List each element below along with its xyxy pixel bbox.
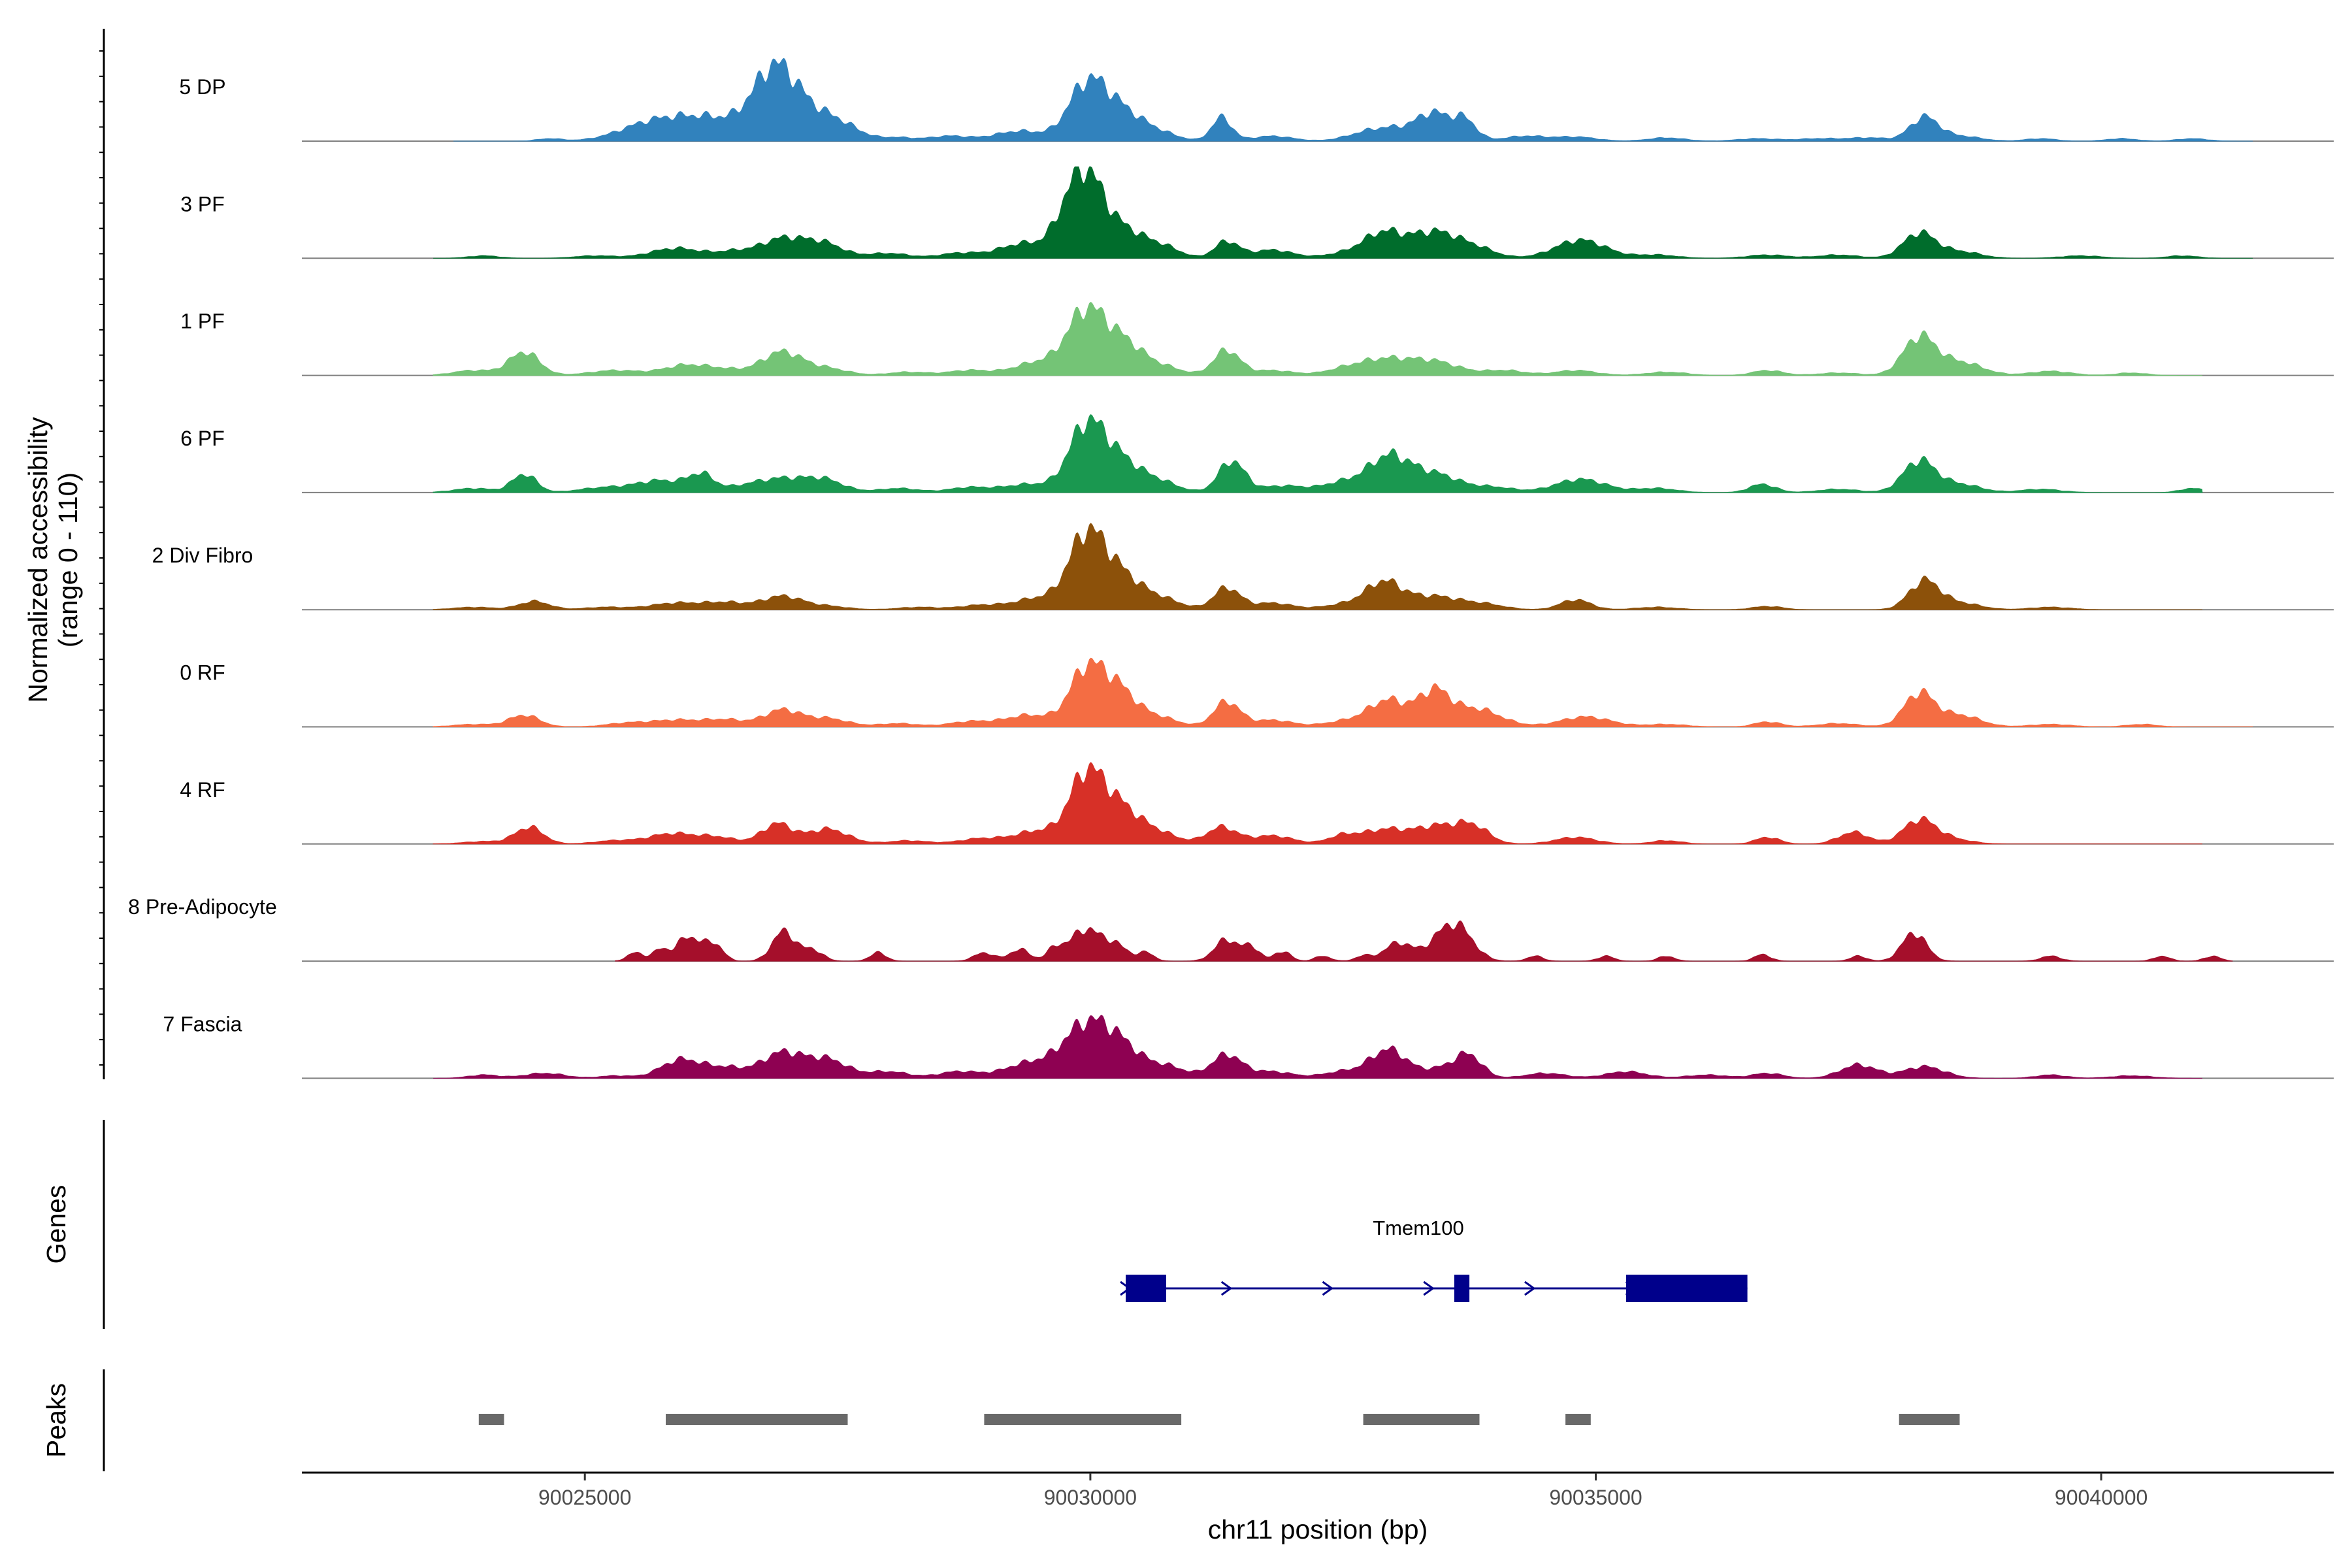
peak-region	[666, 1414, 848, 1425]
strand-arrow-icon	[1322, 1281, 1334, 1296]
track-label: 1 PF	[180, 310, 225, 333]
track-6-pf: 6 PF	[180, 414, 2334, 493]
track-8-pre-adipocyte: 8 Pre-Adipocyte	[128, 895, 2334, 962]
track-area	[433, 657, 2253, 727]
gene-track	[1120, 1275, 1748, 1302]
strand-arrow-icon	[1423, 1281, 1435, 1296]
gene-exon	[1454, 1275, 1470, 1302]
track-area	[453, 57, 2253, 142]
x-tick-label: 90030000	[1044, 1486, 1137, 1509]
x-tick-label: 90025000	[538, 1486, 631, 1509]
x-tick-label: 90040000	[2055, 1486, 2148, 1509]
tracks-y-ticks	[99, 50, 104, 1066]
track-label: 2 Div Fibro	[152, 544, 253, 567]
track-label: 4 RF	[180, 778, 225, 802]
track-area	[433, 414, 2203, 493]
peak-regions	[478, 1414, 1960, 1425]
track-label: 5 DP	[179, 75, 225, 99]
gene-exon	[1126, 1275, 1166, 1302]
x-tick-label: 90035000	[1549, 1486, 1642, 1509]
track-2-div-fibro: 2 Div Fibro	[152, 523, 2334, 611]
peak-region	[1565, 1414, 1591, 1425]
track-0-rf: 0 RF	[180, 657, 2334, 728]
track-area	[433, 1015, 2202, 1079]
track-area	[433, 762, 2202, 845]
track-7-fascia: 7 Fascia	[163, 1012, 2334, 1079]
peak-region	[478, 1414, 504, 1425]
peak-region	[1363, 1414, 1480, 1425]
track-area	[433, 166, 2253, 259]
peaks-panel-label: Peaks	[41, 1383, 71, 1458]
track-area	[433, 523, 2202, 610]
track-label: 0 RF	[180, 661, 225, 685]
track-label: 3 PF	[180, 192, 225, 216]
track-area	[615, 920, 2233, 962]
track-5-dp: 5 DP	[179, 57, 2334, 142]
gene-name-label: Tmem100	[1373, 1217, 1464, 1239]
tracks-layer: 5 DP 3 PF 1 PF 6 PF 2 Div Fibro 0 RF 4 RF 8 Pre…	[128, 57, 2334, 1079]
y-axis-title-line1: Normalized accessibility	[23, 417, 53, 703]
track-label: 8 Pre-Adipocyte	[128, 895, 277, 919]
x-axis-ticks: 90025000 90030000 90035000 90040000	[538, 1473, 2148, 1509]
track-3-pf: 3 PF	[180, 166, 2334, 259]
peak-region	[984, 1414, 1182, 1425]
track-area	[433, 301, 2202, 376]
genes-panel-label: Genes	[41, 1185, 71, 1264]
track-label: 6 PF	[180, 427, 225, 450]
y-axis-title-line2: (range 0 - 110)	[53, 472, 83, 647]
strand-arrow-icon	[1524, 1281, 1536, 1296]
peak-region	[1899, 1414, 1960, 1425]
x-axis-title: chr11 position (bp)	[1208, 1514, 1428, 1544]
strand-arrow-icon	[1220, 1281, 1233, 1296]
track-4-rf: 4 RF	[180, 762, 2334, 845]
track-1-pf: 1 PF	[180, 301, 2334, 376]
track-label: 7 Fascia	[163, 1012, 242, 1036]
gene-exon	[1625, 1275, 1748, 1302]
